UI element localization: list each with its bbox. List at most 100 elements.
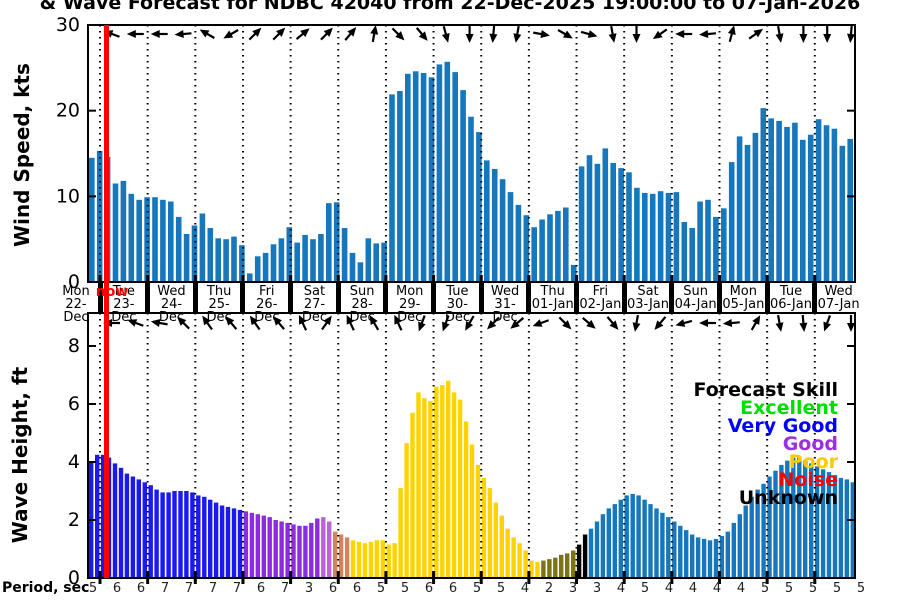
wave-bar bbox=[695, 537, 701, 578]
wind-bar bbox=[468, 116, 474, 282]
wave-bar bbox=[124, 473, 130, 578]
wind-bar bbox=[278, 238, 285, 282]
wave-bar bbox=[725, 531, 730, 578]
period-value: 4 bbox=[616, 581, 626, 596]
wind-bar bbox=[649, 193, 656, 282]
legend-entry: Very Good bbox=[727, 415, 838, 437]
wind-bar bbox=[333, 202, 340, 282]
period-value: 4 bbox=[688, 581, 698, 596]
wave-bar bbox=[571, 550, 576, 578]
wave-bar bbox=[333, 531, 338, 578]
day-separator bbox=[764, 283, 770, 313]
wind-bar bbox=[760, 108, 767, 282]
wave-bar bbox=[785, 460, 790, 578]
wind-bar bbox=[736, 136, 743, 282]
wave-bar bbox=[529, 560, 534, 578]
wind-bar bbox=[397, 91, 403, 282]
wave-bar bbox=[398, 488, 403, 578]
day-label: Sat 03-Jan bbox=[627, 284, 669, 312]
wind-bar bbox=[491, 168, 498, 282]
day-separator bbox=[192, 283, 198, 313]
wave-bar bbox=[451, 392, 457, 578]
wave-bar bbox=[172, 491, 177, 578]
wave-bar bbox=[832, 475, 838, 578]
wind-bar bbox=[428, 77, 435, 282]
wind-bar bbox=[183, 234, 190, 282]
wind-bar bbox=[175, 216, 182, 282]
svg-text:30: 30 bbox=[56, 14, 80, 36]
wind-bar bbox=[96, 150, 103, 282]
wave-bar bbox=[820, 469, 826, 579]
wave-bar bbox=[535, 562, 540, 578]
wind-bar bbox=[420, 73, 427, 282]
wind-bar bbox=[444, 61, 451, 282]
wave-bar bbox=[642, 499, 647, 578]
wind-bar bbox=[499, 179, 506, 282]
wave-bar bbox=[315, 518, 320, 578]
wave-bar bbox=[541, 560, 546, 578]
wind-bar bbox=[436, 64, 443, 283]
wave-bar bbox=[434, 386, 439, 578]
svg-text:4: 4 bbox=[68, 451, 80, 473]
wind-bar bbox=[784, 126, 790, 283]
day-separator bbox=[431, 283, 437, 313]
day-separator bbox=[526, 283, 532, 313]
period-value: 3 bbox=[568, 581, 578, 596]
wind-bar bbox=[539, 219, 545, 282]
wind-bar bbox=[120, 180, 127, 282]
day-label: Wed 07-Jan bbox=[817, 284, 860, 312]
day-separator bbox=[383, 283, 389, 313]
wind-bar bbox=[484, 160, 490, 282]
wave-bar bbox=[791, 457, 796, 578]
wave-bar bbox=[273, 520, 278, 578]
svg-text:6: 6 bbox=[68, 393, 80, 415]
wave-bar bbox=[559, 554, 564, 578]
period-value: 6 bbox=[136, 581, 146, 596]
wave-bar bbox=[178, 491, 183, 578]
wave-bar bbox=[267, 517, 272, 578]
wave-bar bbox=[850, 482, 855, 578]
wind-bar bbox=[389, 94, 395, 283]
wave-bar bbox=[838, 477, 844, 578]
wave-bar bbox=[249, 512, 255, 579]
wind-bar bbox=[365, 238, 372, 282]
wave-bar bbox=[95, 454, 100, 579]
wind-bar bbox=[578, 166, 585, 282]
wind-bar bbox=[357, 262, 364, 282]
period-value: 5 bbox=[832, 581, 842, 596]
wave-bar bbox=[565, 553, 570, 578]
now-marker-label: now bbox=[95, 284, 129, 300]
wave-bar bbox=[291, 524, 296, 579]
wave-bar bbox=[392, 543, 397, 578]
wave-bar bbox=[457, 399, 463, 578]
wave-direction-arrows bbox=[103, 314, 855, 332]
legend-entry: Noise bbox=[778, 469, 838, 491]
day-separator bbox=[145, 283, 151, 313]
wave-bar bbox=[523, 550, 528, 578]
day-label: Mon 05-Jan bbox=[722, 284, 765, 312]
day-label: Sun 04-Jan bbox=[674, 284, 717, 312]
wave-bar bbox=[321, 517, 326, 578]
wave-bar bbox=[511, 537, 516, 578]
wave-bar bbox=[779, 464, 784, 578]
wind-bar bbox=[476, 132, 482, 282]
wave-bar bbox=[844, 479, 849, 578]
wave-bar bbox=[148, 485, 153, 578]
wave-bar bbox=[600, 514, 606, 578]
wave-bar bbox=[261, 515, 266, 578]
period-value: 5 bbox=[640, 581, 650, 596]
wind-bar bbox=[744, 144, 751, 282]
wave-bar bbox=[761, 483, 766, 579]
wave-bar bbox=[362, 543, 368, 578]
wave-bar bbox=[648, 504, 653, 578]
wave-bar bbox=[327, 521, 332, 578]
wind-bar bbox=[657, 191, 664, 282]
svg-text:20: 20 bbox=[56, 100, 80, 122]
wind-bar bbox=[847, 138, 853, 282]
svg-text:0: 0 bbox=[68, 271, 80, 293]
wind-bar bbox=[168, 201, 174, 282]
wind-bar bbox=[626, 172, 632, 282]
wind-bar bbox=[112, 183, 119, 282]
period-value: 3 bbox=[304, 581, 314, 596]
